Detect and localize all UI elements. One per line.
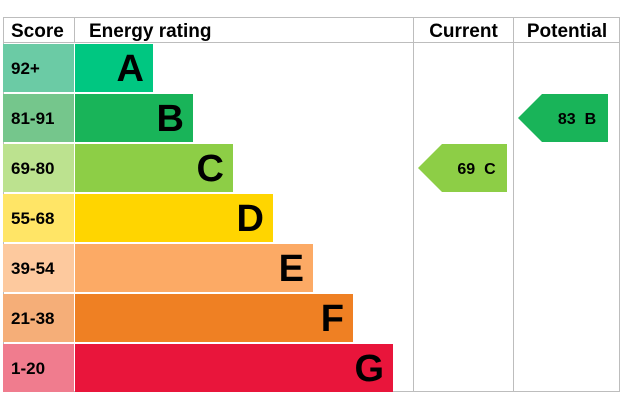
band-letter: B	[157, 98, 184, 140]
band-f: 21-38 F	[3, 294, 353, 342]
score-cell	[3, 194, 74, 242]
band-letter: A	[117, 48, 144, 90]
score-range-label: 1-20	[11, 359, 45, 378]
band-letter: F	[321, 298, 344, 340]
band-g: 1-20 G	[3, 344, 393, 392]
score-header: Score	[11, 21, 64, 42]
band-d: 55-68 D	[3, 194, 273, 242]
score-cell	[3, 244, 74, 292]
rating-bar	[75, 244, 313, 292]
current-rating: 69 C	[418, 144, 507, 192]
rating-bar	[75, 94, 193, 142]
potential-header: Potential	[527, 21, 607, 42]
score-range-label: 92+	[11, 59, 40, 78]
current-header: Current	[429, 21, 498, 42]
score-range-label: 69-80	[11, 159, 54, 178]
current-rating-label: 69 C	[457, 161, 496, 178]
rating-bar	[75, 194, 273, 242]
rating-bar	[75, 44, 153, 92]
band-c: 69-80 C	[3, 144, 233, 192]
potential-rating-label: 83 B	[558, 111, 596, 128]
band-letter: D	[237, 198, 264, 240]
score-range-label: 21-38	[11, 309, 54, 328]
potential-rating-arrow	[518, 94, 608, 142]
score-range-label: 55-68	[11, 209, 54, 228]
rating-indicators: 69 C 83 B	[418, 94, 608, 192]
band-letter: G	[354, 348, 384, 390]
band-a: 92+ A	[3, 44, 153, 92]
score-range-label: 81-91	[11, 109, 54, 128]
rating-bands: 92+ A 81-91 B 69-80 C 55-68 D 39-54 E 21-38 F 1-20 G	[3, 44, 393, 392]
band-e: 39-54 E	[3, 244, 313, 292]
energy-rating-header: Energy rating	[89, 21, 211, 42]
potential-rating: 83 B	[518, 94, 608, 142]
score-cell	[3, 94, 74, 142]
band-letter: C	[197, 148, 224, 190]
score-range-label: 39-54	[11, 259, 55, 278]
column-headers: Score Energy rating Current Potential	[11, 21, 607, 42]
rating-bar	[75, 144, 233, 192]
current-rating-arrow	[418, 144, 507, 192]
score-cell	[3, 344, 74, 392]
rating-bar	[75, 344, 393, 392]
rating-bar	[75, 294, 353, 342]
band-letter: E	[279, 248, 304, 290]
score-cell	[3, 144, 74, 192]
score-cell	[3, 44, 74, 92]
band-b: 81-91 B	[3, 94, 193, 142]
score-cell	[3, 294, 74, 342]
